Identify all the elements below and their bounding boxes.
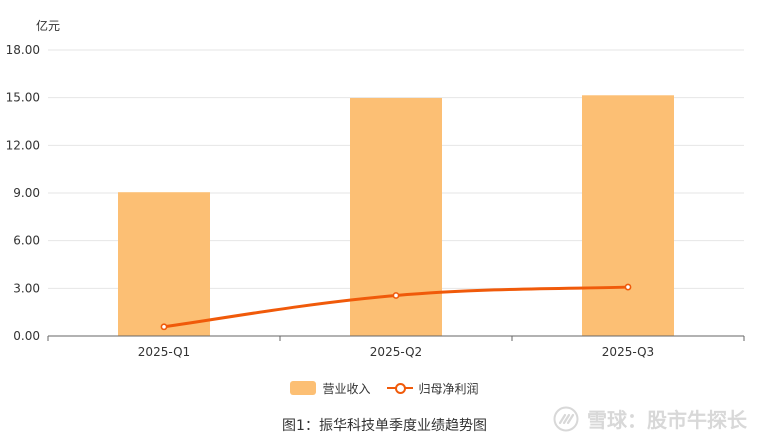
x-axis: 2025-Q1 2025-Q2 2025-Q3 (47, 335, 745, 359)
bar (118, 192, 210, 336)
legend-item-revenue[interactable]: 营业收入 (290, 380, 371, 397)
line-series (160, 283, 632, 331)
bar (350, 97, 442, 337)
y-tick-label: 0.00 (13, 329, 40, 343)
y-tick-label: 12.00 (6, 138, 40, 152)
y-tick-label: 3.00 (13, 281, 40, 295)
legend-label-revenue: 营业收入 (322, 381, 371, 396)
xueqiu-logo-icon (553, 406, 579, 431)
figure-caption: 图1：振华科技单季度业绩趋势图 (282, 418, 487, 434)
y-tick-labels: 0.00 3.00 6.00 9.00 12.00 15.00 18.00 (6, 43, 40, 343)
net-profit-point (392, 292, 400, 299)
legend-label-net-profit: 归母净利润 (418, 381, 479, 396)
watermark-text: 雪球：股市牛探长 (587, 408, 747, 432)
legend-line-swatch (386, 381, 413, 395)
y-tick-label: 15.00 (6, 91, 40, 105)
legend-item-net-profit[interactable]: 归母净利润 (386, 380, 479, 397)
bar (582, 95, 674, 337)
x-tick-label: 2025-Q2 (370, 345, 422, 359)
bar-series (118, 95, 674, 337)
y-tick-label: 18.00 (6, 43, 40, 57)
legend: 营业收入 归母净利润 (0, 378, 769, 398)
y-tick-label: 9.00 (13, 186, 40, 200)
x-tick-label: 2025-Q3 (602, 345, 654, 359)
net-profit-point (624, 283, 632, 291)
net-profit-point (160, 323, 168, 331)
x-tick-label: 2025-Q1 (138, 345, 190, 359)
y-axis-unit-label: 亿元 (36, 18, 60, 33)
watermark: 雪球：股市牛探长 (553, 404, 747, 433)
legend-bar-swatch (290, 381, 317, 395)
y-tick-label: 6.00 (13, 234, 40, 248)
